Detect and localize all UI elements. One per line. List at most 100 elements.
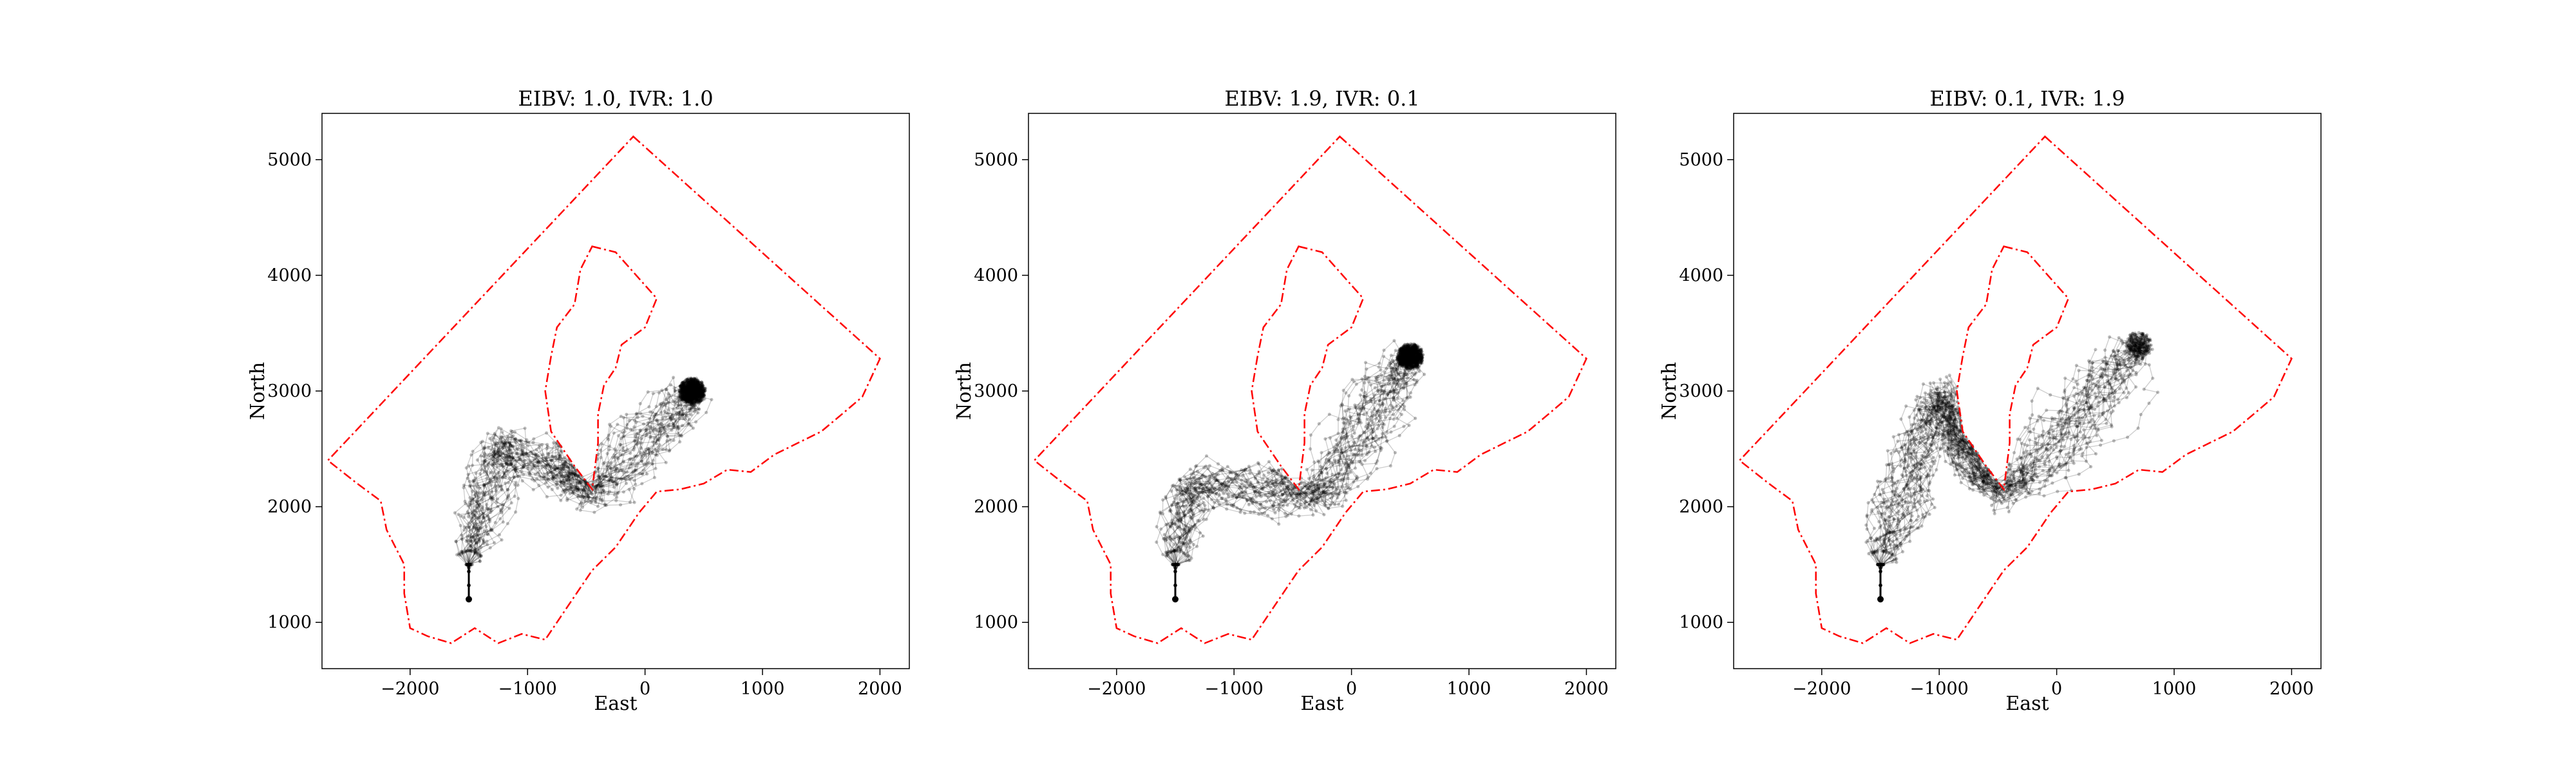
trajectory-point	[689, 395, 693, 399]
y-tick-label: 4000	[974, 265, 1018, 285]
trajectory-point	[659, 433, 663, 437]
trajectory-point	[1355, 477, 1359, 481]
trajectory-point	[676, 396, 680, 399]
trajectory-point	[506, 455, 509, 459]
trajectory-point	[513, 468, 517, 472]
trajectory-point	[682, 392, 686, 396]
trajectory-point	[609, 424, 613, 428]
trajectory-point	[474, 510, 478, 514]
trajectory-point	[565, 482, 570, 486]
trajectory-point	[692, 390, 696, 394]
x-tick-label: −1000	[1205, 679, 1264, 699]
x-tick-label: −1000	[498, 679, 557, 699]
trajectory-point	[1398, 348, 1402, 352]
trajectory-point	[673, 402, 677, 406]
trajectory-point	[482, 515, 486, 519]
trajectory-point	[698, 387, 702, 391]
trajectory-point	[681, 383, 685, 387]
trajectory-point	[520, 449, 524, 453]
trajectory-point	[694, 394, 697, 397]
trajectory-point	[640, 482, 644, 486]
trajectory-line	[462, 379, 703, 600]
trajectory-point	[1872, 526, 1877, 530]
trajectory-point	[1201, 534, 1205, 538]
trajectory-point	[471, 450, 475, 453]
trajectory-point	[672, 423, 676, 426]
trajectory-point	[683, 394, 687, 397]
trajectory-point	[484, 453, 488, 457]
trajectory-point	[1284, 515, 1288, 519]
trajectory-point	[1231, 480, 1235, 484]
trajectory-point	[685, 385, 689, 389]
trajectory-point	[1409, 352, 1413, 356]
trajectory-point	[578, 508, 582, 512]
trajectory-point	[508, 442, 512, 446]
trajectory-point	[1351, 428, 1355, 432]
trajectory-point	[655, 418, 659, 422]
trajectory-point	[1343, 491, 1347, 495]
trajectory-point	[582, 487, 585, 491]
trajectory-point	[677, 389, 681, 393]
trajectory-point	[1188, 538, 1191, 542]
trajectory-point	[1297, 514, 1301, 518]
trajectory-point	[696, 384, 700, 388]
trajectory-point	[1281, 504, 1285, 508]
trajectory-point	[509, 429, 513, 433]
trajectory-point	[478, 504, 482, 508]
trajectory-point	[481, 463, 485, 466]
trajectory-point	[560, 475, 564, 479]
trajectory-point	[583, 491, 587, 495]
trajectory-point	[490, 528, 494, 532]
trajectory-point	[689, 398, 693, 402]
trajectory-point	[532, 463, 536, 468]
trajectory-point	[462, 515, 466, 519]
trajectory-point	[674, 410, 678, 414]
trajectory-point	[525, 438, 529, 442]
trajectory-point	[1329, 480, 1332, 484]
trajectory-point	[647, 448, 650, 452]
trajectory-point	[685, 392, 689, 396]
trajectory-point	[596, 466, 600, 470]
trajectory-point	[1338, 490, 1342, 493]
trajectory-point	[519, 438, 523, 443]
trajectory-point	[563, 461, 567, 466]
trajectory-line	[465, 381, 703, 600]
trajectory-point	[696, 385, 700, 389]
trajectory-point	[1990, 503, 1994, 508]
trajectory-point	[462, 486, 466, 490]
trajectory-point	[688, 392, 692, 396]
trajectory-point	[1294, 504, 1298, 508]
trajectory-point	[685, 388, 688, 392]
trajectory-point	[546, 477, 550, 481]
trajectory-point	[687, 384, 690, 388]
trajectory-point	[1341, 430, 1345, 434]
trajectory-point	[559, 499, 563, 502]
trajectory-point	[522, 465, 526, 469]
trajectory-point	[685, 393, 689, 397]
trajectory-point	[703, 394, 706, 398]
trajectory-point	[694, 380, 698, 384]
trajectory-point	[498, 450, 502, 453]
trajectory-point	[530, 477, 534, 481]
trajectory-point	[667, 412, 670, 415]
trajectory-point	[495, 501, 498, 504]
trajectory-point	[553, 455, 557, 459]
trajectory-point	[699, 399, 703, 403]
trajectory-point	[1363, 381, 1367, 385]
trajectory-point	[2112, 439, 2116, 443]
trajectory-point	[1319, 464, 1323, 468]
trajectory-point	[681, 383, 685, 386]
trajectory-point	[565, 499, 569, 502]
trajectory-point	[1322, 513, 1326, 517]
trajectory-point	[601, 485, 605, 489]
trajectory-point	[1402, 425, 1406, 428]
trajectory-point	[483, 446, 487, 450]
trajectory-point	[692, 380, 696, 384]
trajectory-point	[607, 448, 611, 452]
trajectory-point	[500, 475, 504, 479]
trajectory-point	[633, 439, 637, 443]
trajectory-point	[1944, 375, 1949, 379]
trajectory-point	[471, 479, 475, 482]
trajectory-point	[623, 450, 627, 453]
trajectory-point	[480, 505, 484, 509]
